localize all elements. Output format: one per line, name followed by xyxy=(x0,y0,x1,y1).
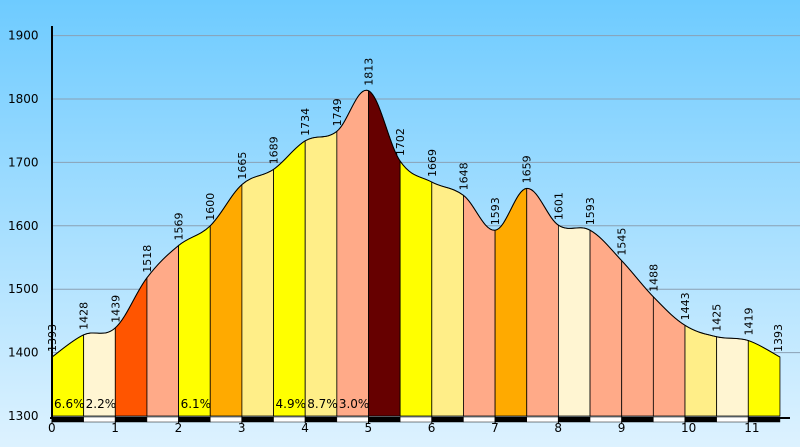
y-tick-label: 1900 xyxy=(8,29,39,43)
elevation-label: 1419 xyxy=(742,308,755,336)
distance-bar-block xyxy=(304,416,338,423)
elevation-label: 1702 xyxy=(394,128,407,156)
profile-outline xyxy=(51,89,781,358)
grade-label: 8.7% xyxy=(307,397,338,411)
elevation-label: 1648 xyxy=(457,162,470,190)
elevation-label: 1545 xyxy=(616,228,629,256)
elevation-label: 1428 xyxy=(78,302,91,330)
labels: 1300 1400 1500 1600 1700 1800 1900 0 1 2 3 4 5 6 7 8 9 10… xyxy=(8,29,785,435)
elevation-label: 1665 xyxy=(236,152,249,180)
elevation-label: 1443 xyxy=(679,292,692,320)
profile-segment xyxy=(684,324,718,417)
profile-segment xyxy=(558,224,591,417)
grade-label: 2.2% xyxy=(86,397,117,411)
elevation-label: 1518 xyxy=(141,245,154,273)
y-tick-label: 1700 xyxy=(8,155,39,169)
elevation-label: 1439 xyxy=(109,295,122,323)
elevation-label: 1669 xyxy=(426,149,439,177)
distance-bar-block xyxy=(115,416,148,423)
x-tick-label: 3 xyxy=(238,421,246,435)
distance-bar-block xyxy=(368,416,401,423)
y-tick-label: 1500 xyxy=(8,282,39,296)
grade-label: 3.0% xyxy=(339,397,370,411)
x-tick-label: 11 xyxy=(744,421,759,435)
distance-bar-block xyxy=(51,416,84,423)
x-tick-label: 0 xyxy=(48,421,56,435)
profile-segment xyxy=(399,159,433,417)
elevation-label: 1600 xyxy=(204,193,217,221)
y-tick-label: 1600 xyxy=(8,219,39,233)
elevation-label: 1569 xyxy=(173,212,186,240)
elevation-label: 1601 xyxy=(552,192,565,220)
profile-segment xyxy=(178,224,211,417)
x-tick-label: 6 xyxy=(428,421,436,435)
x-tick-label: 5 xyxy=(365,421,373,435)
elevation-label: 1689 xyxy=(268,136,281,164)
x-tick-label: 8 xyxy=(554,421,562,435)
elevation-label: 1593 xyxy=(584,197,597,225)
x-tick-label: 9 xyxy=(618,421,626,435)
distance-bar-block xyxy=(621,416,654,423)
profile-segment xyxy=(589,229,623,417)
x-tick-label: 2 xyxy=(175,421,183,435)
y-tick-label: 1800 xyxy=(8,92,39,106)
axes xyxy=(50,26,790,423)
grade-label: 6.6% xyxy=(54,397,85,411)
distance-bar-block xyxy=(494,416,528,423)
elevation-label: 1813 xyxy=(363,58,376,86)
x-tick-label: 1 xyxy=(111,421,119,435)
profile-segments xyxy=(51,89,781,417)
y-tick-label: 1400 xyxy=(8,346,39,360)
distance-bar-block xyxy=(431,416,464,423)
x-tick-label: 7 xyxy=(491,421,499,435)
elevation-label: 1393 xyxy=(772,324,785,352)
distance-bar-block xyxy=(558,416,591,423)
x-tick-label: 4 xyxy=(301,421,309,435)
profile-segment xyxy=(716,336,749,417)
elevation-label: 1425 xyxy=(711,304,724,332)
profile-segment xyxy=(431,181,464,417)
profile-segment xyxy=(241,168,274,417)
profile-segment xyxy=(273,140,306,417)
profile-segment xyxy=(526,187,559,417)
elevation-label: 1749 xyxy=(331,98,344,126)
elevation-label: 1393 xyxy=(46,324,59,352)
y-tick-label: 1300 xyxy=(8,409,39,423)
elevation-label: 1734 xyxy=(299,108,312,136)
elevation-label: 1659 xyxy=(521,155,534,183)
grade-label: 6.1% xyxy=(181,397,212,411)
x-tick-label: 10 xyxy=(681,421,696,435)
elevation-label: 1593 xyxy=(489,197,502,225)
elevation-label: 1488 xyxy=(647,264,660,292)
distance-bar-block xyxy=(178,416,211,423)
distance-bar-block xyxy=(241,416,274,423)
grade-label: 4.9% xyxy=(276,397,307,411)
profile-segment xyxy=(336,90,369,417)
profile-segment xyxy=(304,130,338,417)
